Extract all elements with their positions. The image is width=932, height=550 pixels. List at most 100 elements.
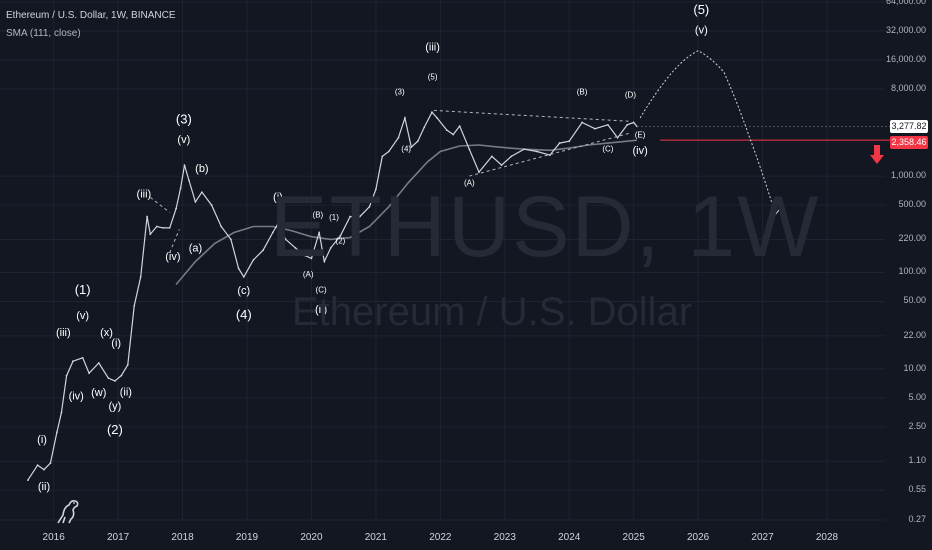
y-tick-label: 64,000.00 [885,0,926,6]
wave-label: (iii) [56,327,71,339]
x-tick-label: 2023 [493,532,516,543]
price-point [284,238,287,241]
price-point [416,140,419,143]
y-tick-label: 500.00 [898,199,926,210]
wave-label: (C) [316,285,327,294]
wave-label: (ii) [315,304,327,316]
price-layer [26,111,638,482]
price-point [88,372,91,375]
symbol-title[interactable]: Ethereum / U.S. Dollar, 1W, BINANCE [6,10,176,21]
wave-label: (v) [177,134,190,146]
wave-label: (1) [75,282,91,297]
y-tick-label: 10.00 [903,362,926,373]
x-tick-label: 2028 [815,532,839,543]
price-point [397,136,400,139]
price-point [200,191,203,194]
price-point [410,146,413,148]
price-point [271,231,274,234]
wave-label: (v) [76,310,89,322]
price-point [26,479,29,482]
x-tick-label: 2018 [171,532,194,543]
wave-label: (5) [428,73,438,82]
price-point [229,238,232,241]
price-point [403,117,406,119]
wave-label: (2) [336,236,346,245]
chart-grid [0,0,885,521]
price-point [210,204,213,206]
wave-label: (B) [577,88,588,97]
x-tick-label: 2022 [429,532,452,543]
price-point [179,187,182,190]
wave-label: (A) [303,270,314,279]
down-arrow-icon[interactable] [870,145,884,165]
price-point [323,260,326,263]
wave-label: (1) [329,213,339,222]
x-tick-label: 2026 [686,532,710,543]
y-tick-label: 50.00 [903,295,926,306]
wave-label: (iv) [632,145,647,157]
wave-label: (B) [313,211,324,220]
price-point [252,258,255,261]
y-tick-label: 32,000.00 [885,25,926,35]
price-point [107,377,110,380]
price-point [616,136,619,139]
wave-label: (ii) [38,481,50,493]
price-point [97,362,100,364]
price-point [558,142,561,144]
price-point [490,155,493,158]
price-point [632,121,635,124]
price-point [120,374,123,377]
wave-label: (ii) [120,386,132,398]
price-point [500,164,503,166]
price-point [510,155,513,158]
overlay-layer [150,50,890,253]
price-point [183,164,186,166]
x-tick-label: 2020 [300,532,323,543]
projection-path [639,50,776,215]
price-point [175,207,178,210]
price-point [387,150,390,153]
wave-label: (3) [176,112,192,127]
wave-label: (5) [693,2,709,17]
y-tick-label: 100.00 [898,266,926,277]
wave-label: (c) [237,285,250,297]
wave-label: (iv) [165,251,180,263]
x-tick-label: 2017 [106,532,130,543]
price-point [146,215,149,218]
sma-layer [175,139,637,286]
price-point [468,148,471,151]
wave-label: (iii) [425,42,440,54]
price-point [368,205,371,208]
price-point [458,125,461,127]
sma-line [175,139,637,286]
wave-label: (4) [401,144,411,153]
price-point [358,215,361,218]
indicator-label-sma[interactable]: SMA (111, close) [6,28,81,39]
y-tick-label: 22.00 [903,329,926,340]
x-tick-label: 2016 [42,532,65,543]
x-tick-label: 2021 [364,532,387,543]
price-point [349,215,352,218]
price-point [548,154,551,157]
price-point [36,464,39,467]
price-point [568,140,571,143]
price-point [262,249,265,252]
wave-label: (y) [108,400,121,412]
wave-label: (E) [635,131,646,140]
wave-label: (4) [236,307,252,322]
projection-arrowhead [771,209,780,216]
price-point [149,233,152,235]
trendline [469,132,631,177]
wave-label-layer: (i) (ii) (iii) (1) (v) (iv) (w) (x) (y) (2) (i) (ii… [37,2,709,493]
price-point [242,275,245,278]
wave-label: (iii) [137,188,152,200]
x-tick-label: 2027 [751,532,774,543]
y-tick-label: 5.00 [908,391,926,402]
trendline [169,229,180,253]
x-tick-label: 2024 [558,532,581,543]
wave-label: (i) [111,338,121,350]
wave-label: (b) [195,163,208,175]
y-tick-label: 1.10 [908,455,926,466]
price-point [339,234,342,237]
